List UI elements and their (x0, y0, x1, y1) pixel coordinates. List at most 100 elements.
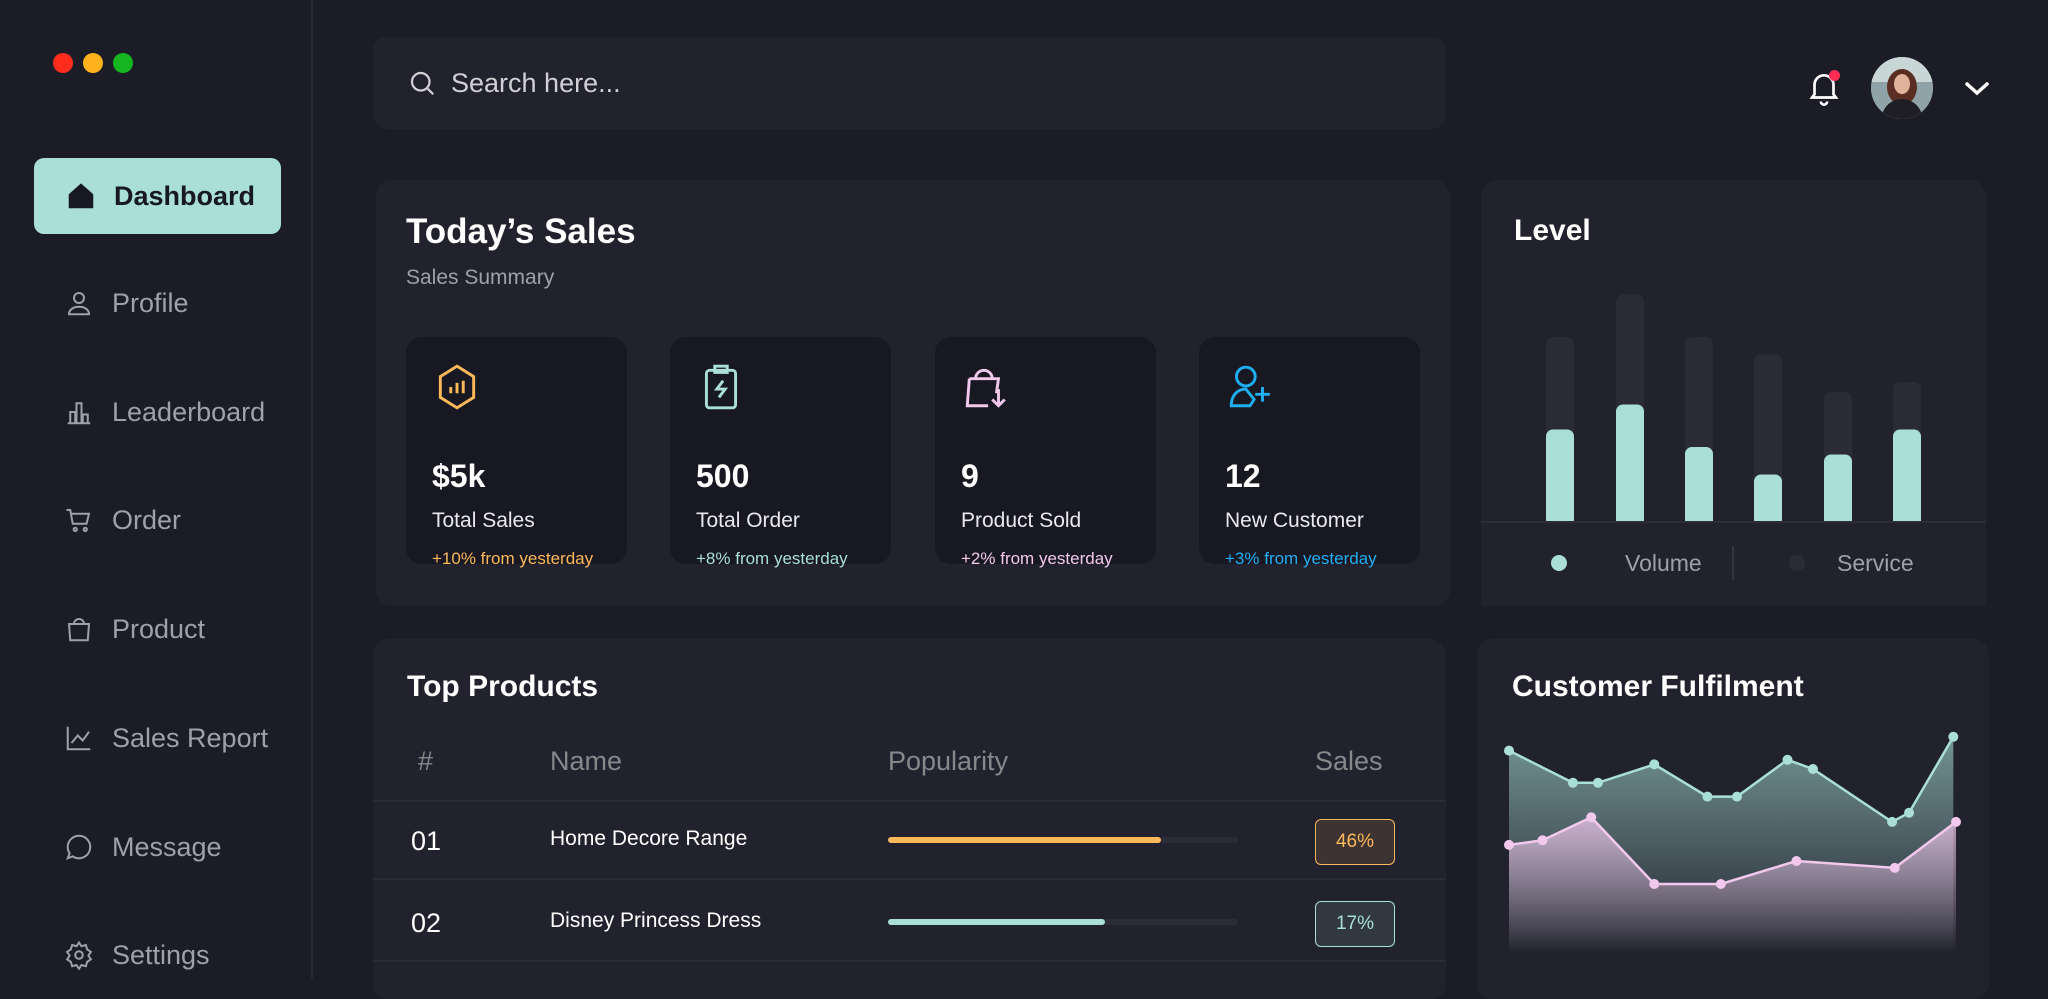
sidebar-item-sales-report[interactable]: Sales Report (34, 700, 281, 776)
data-point (1731, 791, 1742, 802)
sidebar-item-dashboard[interactable]: Dashboard (34, 158, 281, 234)
stat-label: Total Sales (432, 509, 535, 532)
level-chart: Volume Service (1481, 294, 1986, 606)
data-point (1649, 759, 1660, 770)
sidebar-item-label: Settings (112, 939, 210, 970)
level-title: Level (1514, 214, 1591, 247)
column-header-rank: # (418, 746, 434, 776)
data-point (1791, 856, 1802, 866)
data-point (1592, 777, 1603, 788)
rank-cell: 02 (411, 908, 442, 938)
sidebar-item-label: Message (112, 831, 222, 862)
leaderboard-icon (67, 402, 91, 425)
stat-card-new-customer: 12 New Customer +3% from yesterday (1199, 337, 1420, 568)
popularity-bar (888, 837, 1238, 843)
data-point (1702, 791, 1713, 802)
data-point (1948, 731, 1959, 742)
data-point (1951, 816, 1961, 827)
data-point (1782, 754, 1793, 765)
sidebar-item-settings[interactable]: Settings (34, 917, 281, 993)
stat-change: +3% from yesterday (1225, 549, 1377, 568)
data-point (1504, 745, 1514, 756)
sidebar: Dashboard Profile Leaderboard Order Product S… (0, 0, 313, 978)
sidebar-item-message[interactable]: Message (34, 809, 281, 885)
data-point (1889, 862, 1900, 873)
data-point (1504, 839, 1514, 850)
notification-button[interactable] (1805, 68, 1843, 108)
stat-card-product-sold: 9 Product Sold +2% from yesterday (935, 337, 1156, 568)
sidebar-item-label: Leaderboard (112, 396, 266, 427)
product-name-cell: Disney Princess Dress (550, 909, 762, 932)
bar-volume (1824, 454, 1852, 528)
bag-download-icon (965, 368, 1006, 408)
product-name-cell: Home Decore Range (550, 827, 748, 850)
popularity-fill (888, 919, 1105, 925)
area-fill (1509, 817, 1956, 953)
window-minimize-button[interactable] (83, 53, 103, 73)
data-point (1904, 807, 1915, 818)
window-maximize-button[interactable] (113, 53, 133, 73)
stat-label: Product Sold (961, 509, 1082, 532)
sidebar-item-label: Product (112, 613, 206, 644)
series-line (1508, 815, 1957, 886)
popularity-fill (888, 837, 1161, 843)
stat-card-total-order: 500 Total Order +8% from yesterday (670, 337, 891, 568)
message-icon (66, 834, 92, 860)
stat-change: +8% from yesterday (696, 549, 848, 568)
data-point (1807, 764, 1818, 774)
sidebar-item-leaderboard[interactable]: Leaderboard (34, 374, 281, 450)
bar-volume (1754, 474, 1782, 528)
sales-badge: 46% (1315, 819, 1395, 865)
rank-cell: 01 (411, 826, 442, 856)
top-products-title: Top Products (407, 670, 599, 703)
legend-dot-volume (1551, 555, 1567, 571)
search-icon (410, 71, 435, 96)
sidebar-item-order[interactable]: Order (34, 482, 281, 558)
sales-title: Today’s Sales (406, 212, 636, 251)
chevron-down-icon[interactable] (1962, 78, 1992, 98)
cart-icon (66, 509, 91, 533)
top-products-card (373, 639, 1446, 999)
sidebar-item-product[interactable]: Product (34, 591, 281, 667)
divider (373, 878, 1446, 880)
sidebar-item-label: Profile (112, 287, 189, 318)
sidebar-item-label: Order (112, 504, 182, 535)
column-header-sales: Sales (1315, 746, 1383, 776)
stat-value: $5k (432, 458, 486, 494)
column-header-popularity: Popularity (888, 746, 1009, 776)
stat-label: Total Order (696, 509, 800, 532)
window-close-button[interactable] (53, 53, 73, 73)
data-point (1887, 816, 1898, 827)
fulfilment-title: Customer Fulfilment (1512, 670, 1804, 703)
popularity-bar (888, 919, 1238, 925)
stat-change: +10% from yesterday (432, 549, 594, 568)
stat-value: 9 (961, 458, 979, 494)
avatar[interactable] (1871, 57, 1933, 119)
sidebar-item-label: Sales Report (112, 722, 269, 753)
sidebar-item-label: Dashboard (114, 180, 256, 211)
notification-dot (1829, 70, 1840, 81)
fulfilment-chart (1504, 731, 1961, 953)
stat-label: New Customer (1225, 509, 1364, 532)
bar-volume (1685, 447, 1713, 528)
bar-volume (1893, 429, 1921, 528)
sidebar-item-profile[interactable]: Profile (34, 265, 281, 341)
stat-card-total-sales: $5k Total Sales +10% from yesterday (406, 337, 627, 568)
legend-label: Volume (1625, 550, 1702, 576)
sales-badge: 17% (1315, 901, 1395, 947)
data-point (1649, 879, 1660, 889)
hexagon-chart-icon (438, 364, 476, 410)
divider (373, 800, 1446, 802)
sales-subtitle: Sales Summary (406, 266, 555, 289)
stat-value: 500 (696, 458, 750, 494)
bag-icon (67, 618, 91, 642)
search-input[interactable]: Search here... (451, 67, 621, 98)
user-icon (67, 292, 91, 316)
column-header-name: Name (550, 746, 623, 776)
data-point (1586, 812, 1597, 823)
bar-volume (1616, 404, 1644, 528)
bell-icon (1809, 73, 1839, 106)
search-bar[interactable]: Search here... (373, 37, 1446, 129)
user-plus-icon (1229, 365, 1270, 408)
data-point (1567, 777, 1578, 788)
